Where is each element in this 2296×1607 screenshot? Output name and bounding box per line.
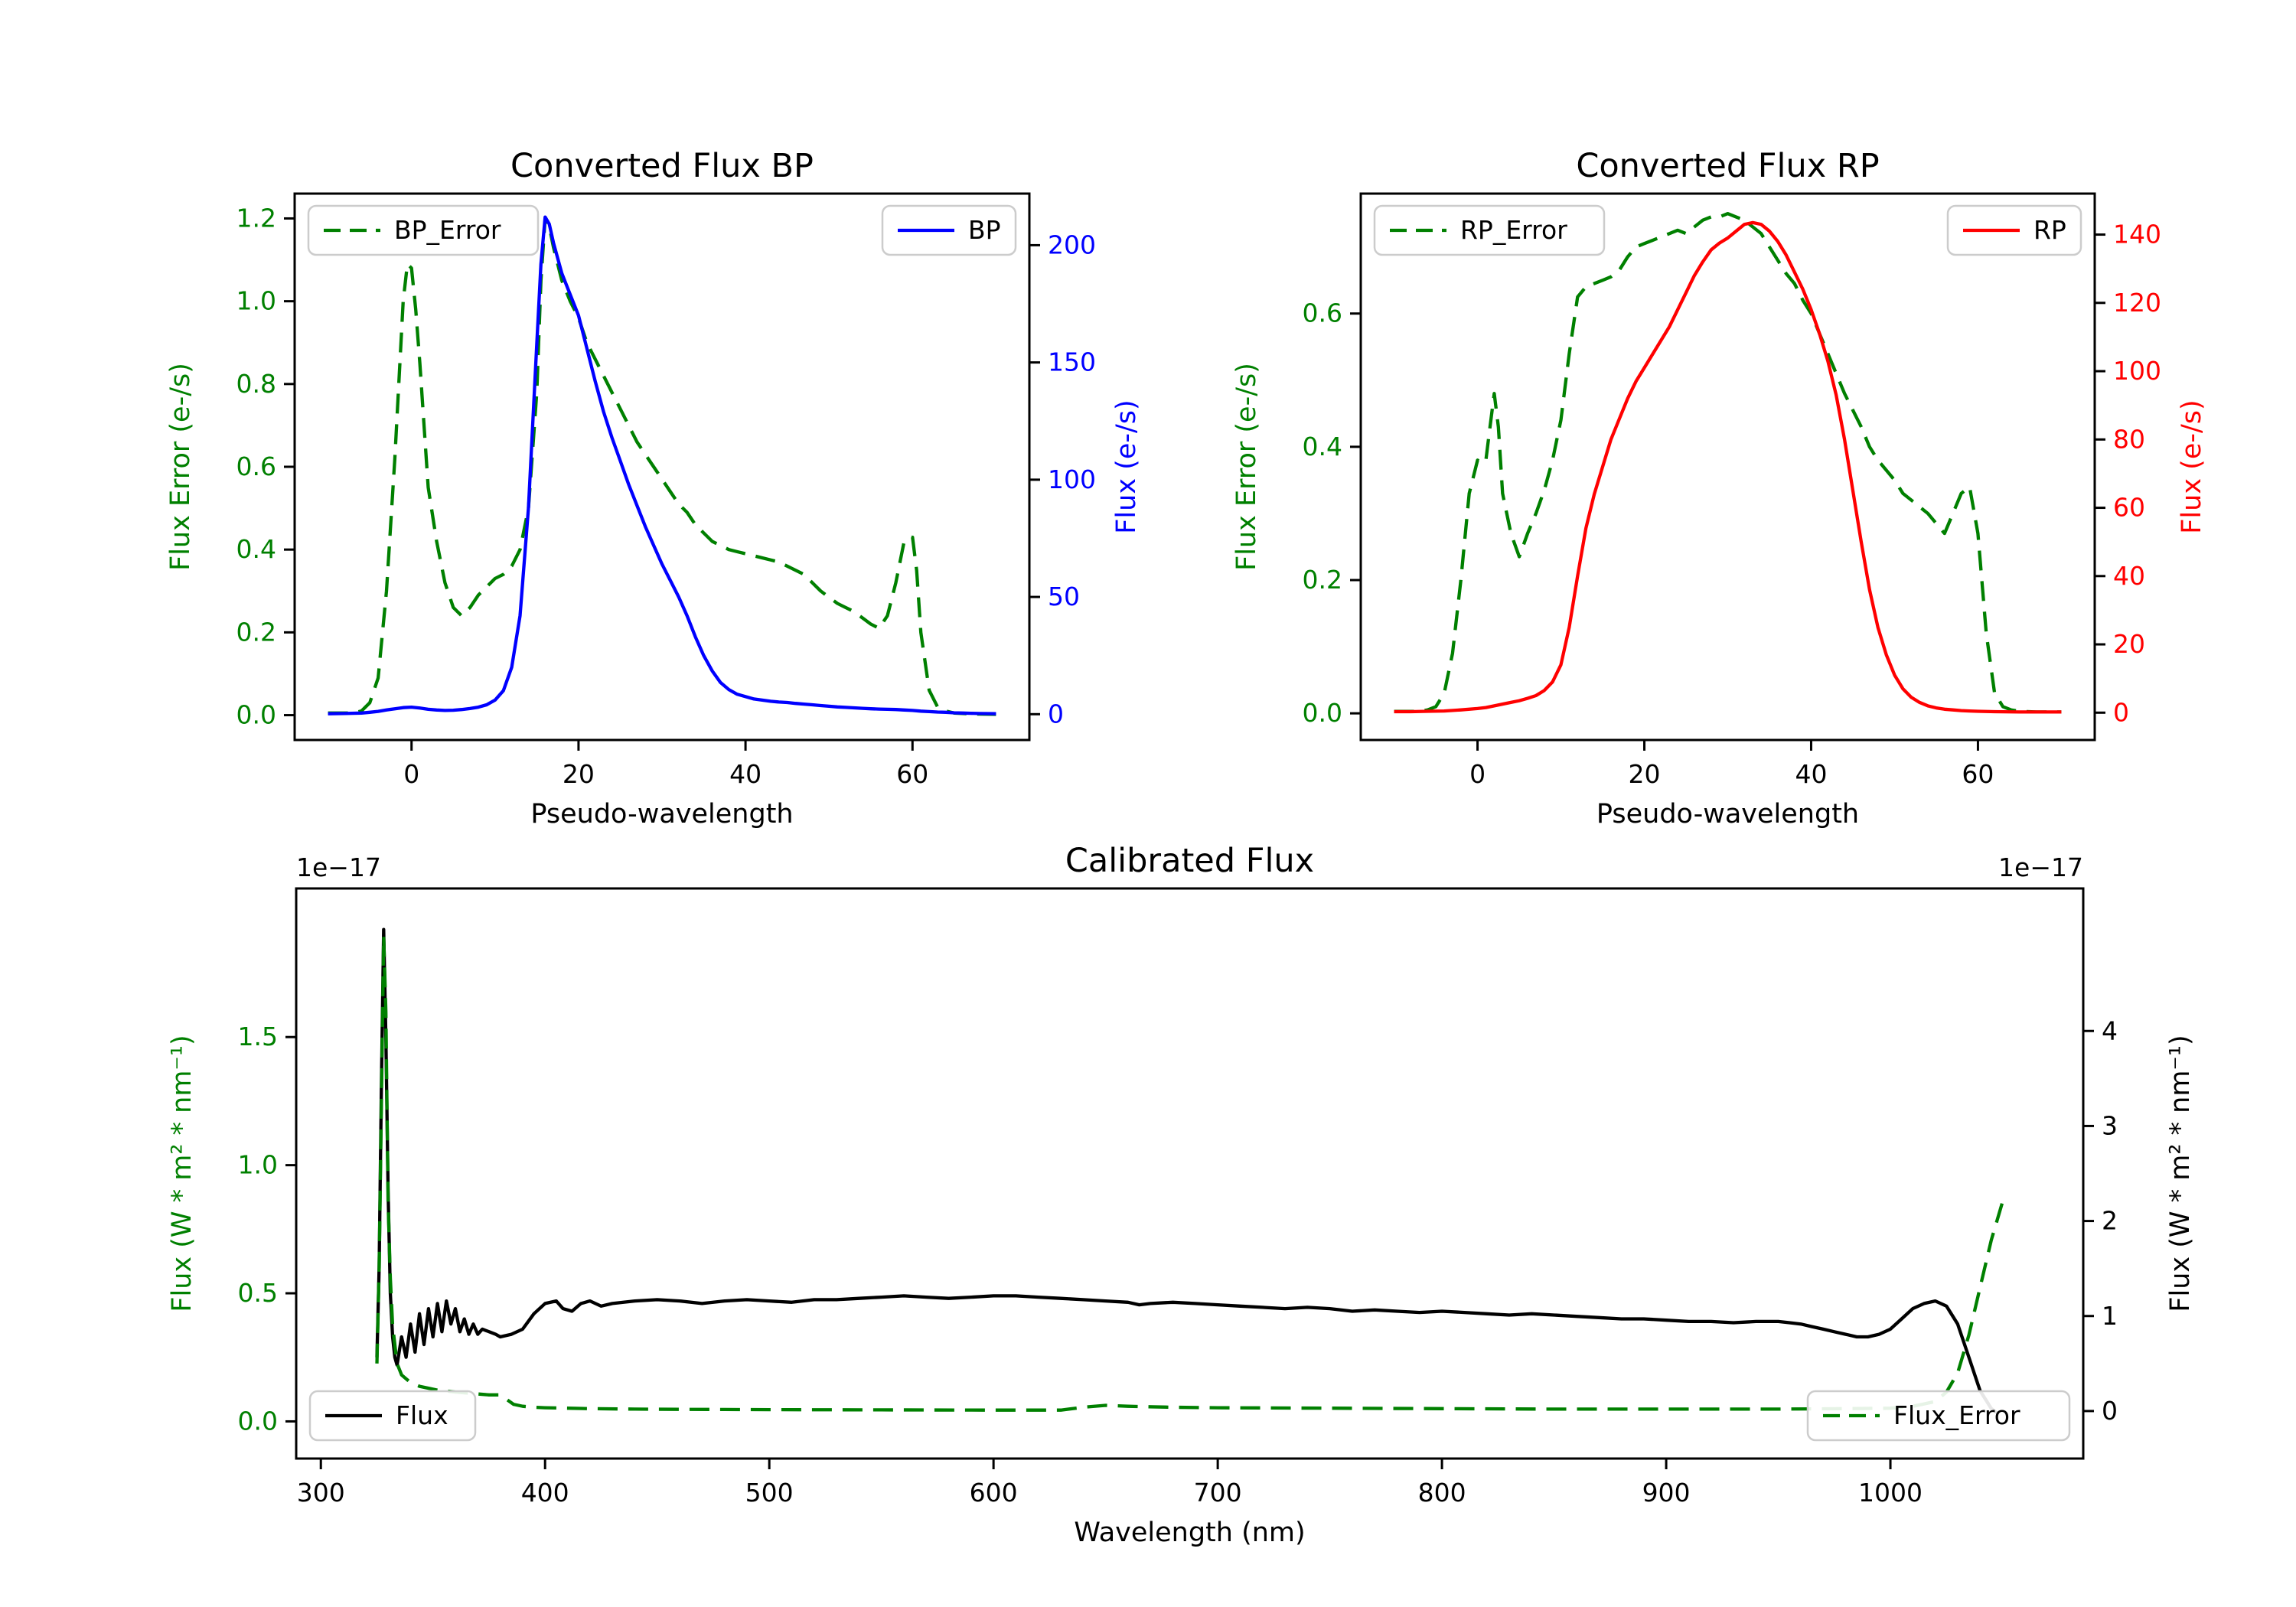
x-tick-label: 60 (896, 759, 928, 789)
x-tick-label: 400 (521, 1478, 569, 1508)
series-line-flux_error (375, 934, 2004, 1412)
left-tick-label: 0.8 (236, 369, 276, 399)
legend-rp: RP (1946, 204, 2082, 256)
series-line-flux (375, 927, 2000, 1416)
legend-label: BP_Error (394, 215, 501, 245)
right-tick-label: 1 (2102, 1301, 2118, 1331)
right-tick-label: 50 (1048, 582, 1080, 611)
left-tick-label: 1.0 (238, 1150, 278, 1180)
x-axis-label: Wavelength (nm) (1074, 1517, 1305, 1548)
left-tick-label: 0.2 (236, 617, 276, 647)
subplot-cal: 300 400 500 600 700 800 900 1000 0.0 0.5 1.0 1.5 Flu… (167, 842, 2196, 1548)
left-tick-label: 0.4 (1303, 432, 1342, 461)
right-tick-label: 20 (2113, 629, 2145, 659)
right-tick-label: 60 (2113, 493, 2145, 523)
right-tick-label: 200 (1048, 230, 1096, 259)
legend-label: BP (968, 215, 1001, 245)
left-tick-label: 0.5 (238, 1278, 278, 1308)
x-tick-label: 700 (1194, 1478, 1242, 1508)
chart-title: Calibrated Flux (1065, 842, 1314, 880)
left-tick-label: 1.2 (236, 203, 276, 233)
left-tick-label: 0.2 (1303, 565, 1342, 595)
left-tick-label: 0.6 (236, 451, 276, 481)
x-tick-label: 500 (745, 1478, 794, 1508)
right-tick-label: 120 (2113, 288, 2161, 318)
legend-label: Flux (396, 1400, 448, 1430)
y-axis-label-right: Flux (e-/s) (1111, 399, 1142, 533)
legend-flux: Flux (308, 1390, 477, 1442)
right-tick-label: 140 (2113, 220, 2161, 249)
right-tick-label: 100 (1048, 464, 1096, 494)
left-tick-label: 0.6 (1303, 298, 1342, 328)
legend-flux_error: Flux_Error (1806, 1390, 2071, 1442)
left-tick-label: 0.0 (236, 700, 276, 730)
legend-box (307, 204, 540, 256)
right-tick-label: 0 (2113, 697, 2129, 727)
left-tick-label: 0.4 (236, 534, 276, 564)
chart-title: Converted Flux BP (510, 147, 814, 185)
right-tick-label: 4 (2102, 1015, 2118, 1045)
right-tick-label: 3 (2102, 1110, 2118, 1140)
series-line-rp (1394, 220, 2062, 714)
y-axis-label-right: Flux (e-/s) (2177, 399, 2207, 533)
x-tick-label: 800 (1418, 1478, 1466, 1508)
legend-label: Flux_Error (1893, 1400, 2020, 1430)
x-tick-label: 600 (970, 1478, 1018, 1508)
y-axis-label-left: Flux Error (e-/s) (165, 363, 196, 571)
x-axis-label: Pseudo-wavelength (1596, 799, 1859, 830)
x-tick-label: 0 (403, 759, 419, 789)
legend-bp_error: BP_Error (307, 204, 540, 256)
x-tick-label: 300 (297, 1478, 345, 1508)
right-tick-label: 0 (1048, 699, 1064, 729)
right-tick-label: 40 (2113, 561, 2145, 591)
x-tick-label: 1000 (1858, 1478, 1923, 1508)
legend-box (1806, 1390, 2071, 1442)
x-tick-label: 0 (1469, 759, 1486, 789)
x-tick-label: 900 (1642, 1478, 1691, 1508)
left-tick-label: 1.0 (236, 286, 276, 316)
right-tick-label: 150 (1048, 347, 1096, 377)
left-tick-label: 0.0 (1303, 698, 1342, 728)
legend-box (308, 1390, 477, 1442)
x-tick-label: 20 (1629, 759, 1661, 789)
series-line-bp (328, 215, 996, 715)
x-axis-label: Pseudo-wavelength (530, 799, 793, 830)
series-line-rp_error (1394, 211, 2062, 714)
offset-text-left: 1e−17 (296, 852, 381, 882)
chart-title: Converted Flux RP (1576, 147, 1879, 185)
offset-text-right: 1e−17 (1998, 852, 2083, 882)
right-tick-label: 2 (2102, 1206, 2118, 1236)
x-tick-label: 40 (729, 759, 762, 789)
legend-bp: BP (881, 204, 1017, 256)
x-tick-label: 40 (1795, 759, 1827, 789)
right-tick-label: 80 (2113, 424, 2145, 454)
legend-rp_error: RP_Error (1373, 204, 1606, 256)
subplot-rp: 0 20 40 60 0.0 0.2 0.4 0.6 Flux Error (e-/s) 0 20 4… (1231, 147, 2207, 830)
x-tick-label: 20 (563, 759, 595, 789)
subplot-bp: 0 20 40 60 0.0 0.2 0.4 0.6 0.8 1.0 1.2 Flux Error (… (165, 147, 1142, 830)
x-tick-label: 60 (1962, 759, 1994, 789)
y-axis-label-right: Flux (W * m² * nm⁻¹) (2165, 1035, 2196, 1312)
y-axis-label-left: Flux (W * m² * nm⁻¹) (167, 1035, 197, 1312)
legend-label: RP_Error (1460, 215, 1567, 245)
y-axis-label-left: Flux Error (e-/s) (1231, 363, 1262, 571)
axes-spines (1359, 192, 2096, 742)
left-tick-label: 1.5 (238, 1022, 278, 1051)
series-line-bp_error (328, 217, 996, 716)
axes-spines (295, 887, 2085, 1460)
left-tick-label: 0.0 (238, 1406, 278, 1436)
legend-label: RP (2033, 215, 2066, 245)
right-tick-label: 100 (2113, 356, 2161, 386)
legend-box (1373, 204, 1606, 256)
right-tick-label: 0 (2102, 1396, 2118, 1426)
